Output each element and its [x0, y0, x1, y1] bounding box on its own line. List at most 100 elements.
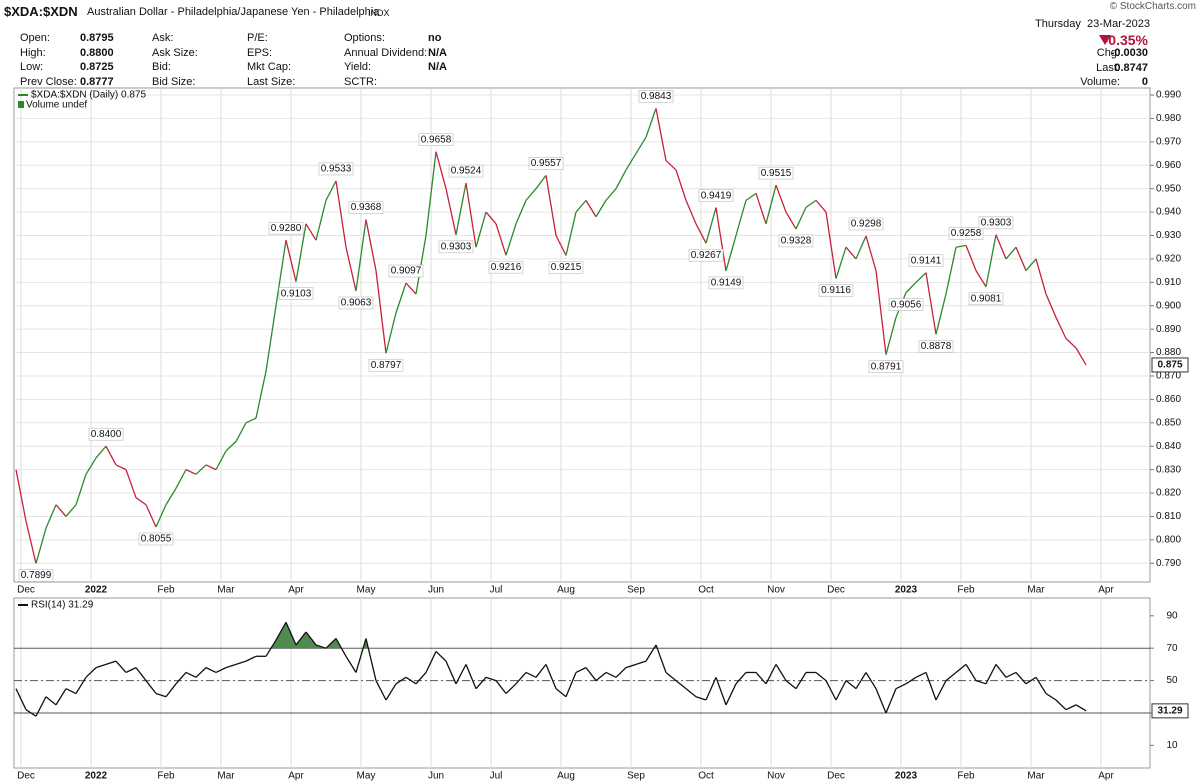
line-segment — [605, 188, 617, 201]
value-label-box — [918, 339, 954, 353]
line-segment — [135, 667, 147, 681]
panel-frame — [13, 597, 1151, 769]
line-segment — [355, 219, 367, 292]
line-segment — [795, 207, 807, 230]
line-segment — [55, 504, 67, 517]
line-segment — [715, 207, 727, 271]
line-segment — [395, 676, 407, 685]
line-segment — [915, 671, 927, 678]
y-tick-label: 0.820 — [1156, 488, 1181, 499]
value-label-box — [318, 162, 354, 176]
line-segment — [595, 671, 607, 682]
quote-label: EPS: — [247, 46, 273, 59]
line-segment — [645, 108, 657, 138]
line-segment — [35, 527, 47, 564]
line-segment — [865, 672, 877, 690]
line-segment — [1005, 246, 1017, 260]
line-segment — [385, 683, 397, 701]
line-segment — [245, 417, 257, 424]
line-segment — [185, 469, 197, 475]
y-tick-label: 0.970 — [1156, 136, 1181, 147]
quote-label: Yield: — [344, 61, 372, 73]
line-segment — [15, 469, 27, 522]
y-tick-label: 0.840 — [1156, 441, 1181, 452]
overbought-fill — [16, 622, 1086, 649]
line-segment — [465, 182, 477, 248]
line-segment — [735, 672, 747, 685]
x-tick-label: 2023 — [895, 771, 918, 782]
line-segment — [35, 696, 47, 717]
change-pct: -0.35% — [1103, 32, 1148, 48]
symbol: $XDA:$XDN — [4, 4, 78, 19]
line-segment — [805, 199, 817, 208]
line-segment — [1035, 676, 1047, 694]
line-segment — [575, 667, 587, 674]
line-segment — [1075, 347, 1087, 366]
legend-entry: $XDA:$XDN (Daily) 0.875 — [31, 90, 146, 101]
line-segment — [725, 683, 737, 706]
line-segment — [785, 680, 797, 690]
line-segment — [455, 182, 467, 235]
y-tick-label: 0.890 — [1156, 324, 1181, 335]
line-segment — [785, 211, 797, 230]
value-label-box — [438, 240, 474, 254]
value-label: 0.9557 — [531, 158, 562, 169]
last-marker-label: 31.29 — [1157, 706, 1182, 717]
line-segment — [15, 688, 27, 710]
line-segment — [655, 644, 667, 673]
y-tick-label: 0.870 — [1156, 371, 1181, 382]
x-tick-label: Jun — [428, 771, 444, 782]
line-segment — [165, 488, 177, 506]
line-segment — [125, 667, 137, 674]
value-label: 0.9267 — [691, 250, 722, 261]
line-segment — [845, 680, 857, 690]
value-label-box — [528, 157, 564, 170]
line-segment — [145, 680, 157, 694]
quote-label: Ask: — [152, 32, 174, 44]
line-segment — [255, 371, 267, 419]
value-label: 0.8797 — [371, 360, 402, 371]
line-segment — [625, 663, 637, 669]
line-segment — [1075, 704, 1087, 712]
value-label-box — [348, 201, 384, 214]
x-tick-label: Mar — [217, 771, 235, 782]
value-label: 0.8878 — [921, 341, 952, 352]
line-segment — [845, 246, 857, 260]
quote-value: 0.8725 — [80, 61, 114, 73]
line-segment — [885, 317, 897, 355]
line-segment — [615, 667, 627, 678]
line-segment — [835, 247, 847, 279]
x-tick-label: Sep — [627, 771, 645, 782]
value-label: 0.9298 — [851, 219, 882, 230]
x-tick-label: Mar — [1027, 771, 1045, 782]
line-segment — [965, 664, 977, 681]
y-tick-label: 0.930 — [1156, 230, 1181, 241]
line-segment — [395, 282, 407, 313]
value-label: 0.9081 — [971, 293, 1002, 304]
line-segment — [215, 450, 227, 470]
line-segment — [515, 672, 527, 685]
line-segment — [495, 223, 507, 256]
quote-label: Low: — [20, 61, 44, 73]
line-segment — [355, 638, 367, 673]
line-segment — [85, 457, 97, 475]
line-segment — [885, 688, 897, 714]
line-segment — [105, 445, 117, 466]
x-tick-label: Feb — [957, 771, 975, 782]
x-tick-label: Dec — [17, 771, 35, 782]
line-segment — [75, 676, 87, 694]
quote-value: no — [428, 32, 442, 44]
line-segment — [505, 223, 517, 256]
value-label-box — [388, 264, 424, 278]
quote-label: Bid: — [152, 61, 171, 73]
y-tick-label: 70 — [1166, 643, 1178, 654]
line-segment — [285, 240, 297, 282]
line-segment — [565, 672, 577, 698]
line-segment — [625, 153, 637, 171]
value-label: 0.8055 — [141, 534, 172, 545]
x-tick-label: Nov — [767, 585, 785, 596]
line-segment — [445, 188, 457, 235]
line-segment — [685, 200, 697, 225]
value-label-box — [638, 90, 674, 103]
y-tick-label: 0.920 — [1156, 254, 1181, 265]
